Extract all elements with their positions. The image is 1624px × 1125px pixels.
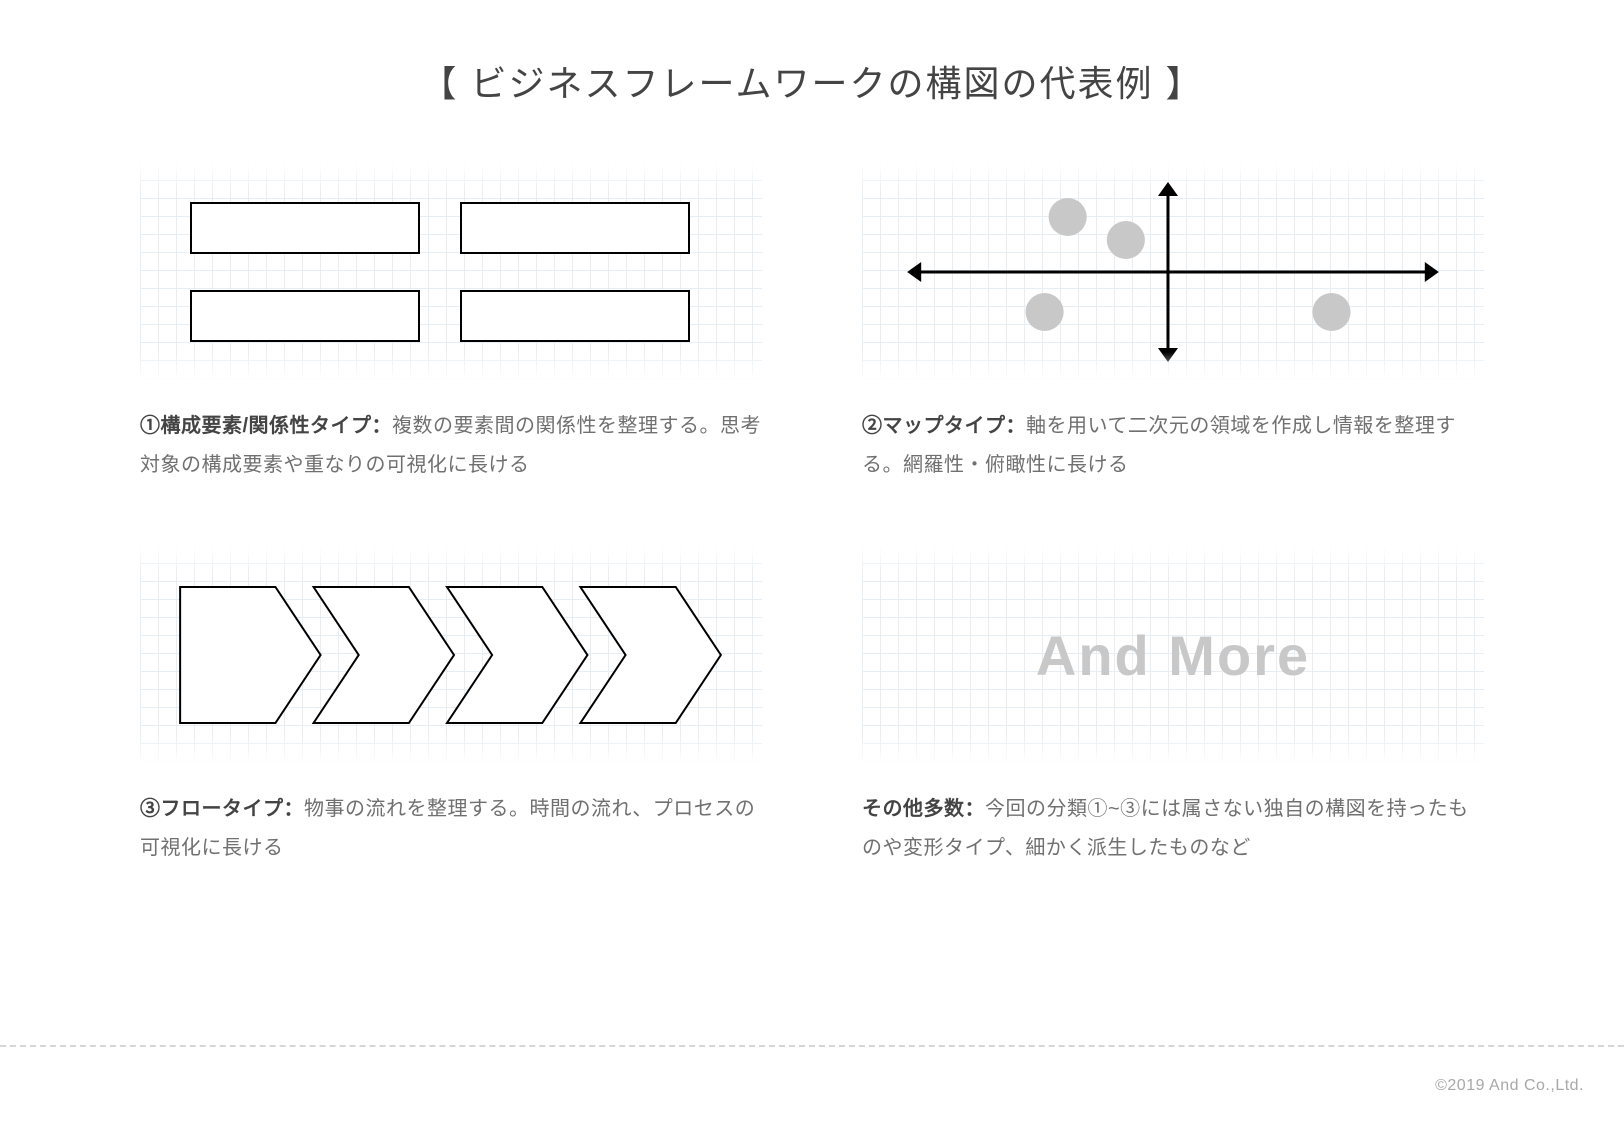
caption-lead: ②マップタイプ： [862, 415, 1026, 437]
map-dot [1026, 293, 1064, 331]
cell-map-type: ②マップタイプ：軸を用いて二次元の領域を作成し情報を整理する。網羅性・俯瞰性に長… [862, 162, 1484, 485]
caption-and-more: その他多数：今回の分類①~③には属さない独自の構図を持ったものや変形タイプ、細か… [862, 790, 1484, 868]
component-box [460, 202, 690, 254]
component-box [190, 202, 420, 254]
panel-map-type [862, 162, 1484, 382]
flow-chevron [180, 587, 320, 723]
caption-map-type: ②マップタイプ：軸を用いて二次元の領域を作成し情報を整理する。網羅性・俯瞰性に長… [862, 407, 1484, 485]
flow-chevron [447, 587, 587, 723]
component-box [190, 290, 420, 342]
caption-flow-type: ③フロータイプ：物事の流れを整理する。時間の流れ、プロセスの可視化に長ける [140, 790, 762, 868]
caption-lead: その他多数： [862, 798, 985, 820]
panel-flow-type [140, 545, 762, 765]
caption-lead: ①構成要素/関係性タイプ： [140, 415, 392, 437]
panel-and-more: And More [862, 545, 1484, 765]
cell-and-more: And More その他多数：今回の分類①~③には属さない独自の構図を持ったもの… [862, 545, 1484, 868]
and-more-text: And More [862, 545, 1484, 765]
flow-chevron [314, 587, 454, 723]
caption-lead: ③フロータイプ： [140, 798, 304, 820]
component-box [460, 290, 690, 342]
map-dot [1107, 221, 1145, 259]
flow-chevrons-svg [140, 545, 762, 765]
panel-component-type [140, 162, 762, 382]
map-dot [1312, 293, 1350, 331]
cell-flow-type: ③フロータイプ：物事の流れを整理する。時間の流れ、プロセスの可視化に長ける [140, 545, 762, 868]
caption-component-type: ①構成要素/関係性タイプ：複数の要素間の関係性を整理する。思考対象の構成要素や重… [140, 407, 762, 485]
copyright-text: ©2019 And Co.,Ltd. [1435, 1077, 1584, 1095]
page-title: 【 ビジネスフレームワークの構図の代表例 】 [140, 55, 1484, 107]
flow-chevron [580, 587, 720, 723]
map-dot [1049, 198, 1087, 236]
framework-grid: ①構成要素/関係性タイプ：複数の要素間の関係性を整理する。思考対象の構成要素や重… [140, 162, 1484, 868]
footer-divider [0, 1045, 1624, 1047]
page-root: 【 ビジネスフレームワークの構図の代表例 】 ①構成要素/関係性タイプ：複数の要… [0, 0, 1624, 1125]
cell-component-type: ①構成要素/関係性タイプ：複数の要素間の関係性を整理する。思考対象の構成要素や重… [140, 162, 762, 485]
map-axes-svg [862, 162, 1484, 382]
